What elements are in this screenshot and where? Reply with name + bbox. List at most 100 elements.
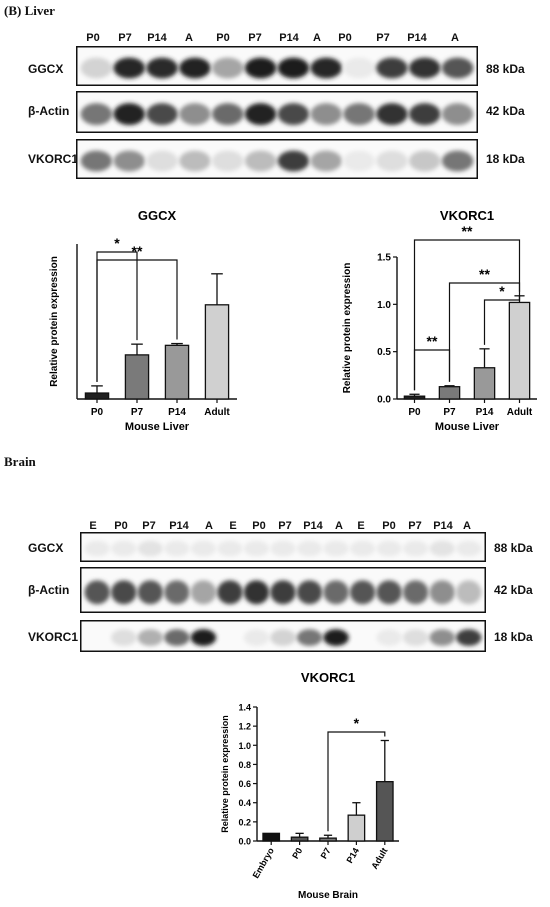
blot-band bbox=[270, 540, 296, 557]
blot-band bbox=[296, 629, 323, 646]
chart-ggcx-liver: GGCX Relative protein expression P0 P7 P14 Ad… bbox=[49, 208, 237, 433]
brain-lane-label: P14 bbox=[433, 520, 453, 532]
blot-band bbox=[343, 103, 375, 126]
blot-band bbox=[137, 629, 164, 646]
brain-lane-label: P7 bbox=[278, 520, 292, 532]
bar bbox=[375, 781, 394, 842]
chart-title: VKORC1 bbox=[440, 208, 494, 223]
x-tick-label: P0 bbox=[290, 846, 304, 861]
blot-band bbox=[455, 540, 482, 557]
liver-row-label-vkorc1: VKORC1 bbox=[28, 152, 79, 166]
x-tick-label: P0 bbox=[91, 407, 104, 418]
blot-band bbox=[270, 580, 296, 605]
brain-lane-label: A bbox=[463, 520, 471, 532]
blot-band bbox=[376, 629, 402, 646]
significance-label: * bbox=[114, 235, 120, 251]
blot-band bbox=[376, 57, 408, 79]
blot-band bbox=[277, 57, 310, 79]
y-tick-label: 0.0 bbox=[238, 837, 251, 847]
blot-band bbox=[113, 103, 146, 126]
blot-band bbox=[441, 150, 474, 172]
blot-band bbox=[455, 580, 482, 605]
blot-band bbox=[84, 580, 111, 605]
x-tick-label: Adult bbox=[507, 407, 533, 418]
brain-lane-label: E bbox=[229, 520, 237, 532]
blot-band bbox=[243, 580, 270, 605]
blot-band bbox=[111, 629, 137, 646]
blot-band bbox=[402, 540, 429, 557]
brain-lane-label: P7 bbox=[142, 520, 156, 532]
brain-blot-actin bbox=[80, 567, 486, 613]
blot-band bbox=[408, 57, 441, 79]
blot-band bbox=[310, 57, 343, 79]
blot-band bbox=[310, 150, 343, 172]
panel-title-brain: Brain bbox=[4, 454, 36, 469]
blot-band bbox=[270, 629, 296, 646]
x-axis-label: Mouse Liver bbox=[435, 421, 500, 433]
liver-lane-label: P14 bbox=[147, 32, 167, 44]
blot-band bbox=[296, 580, 323, 605]
brain-lane-label: P0 bbox=[114, 520, 128, 532]
y-axis-label: Relative protein expression bbox=[220, 715, 230, 833]
brain-lane-label: E bbox=[89, 520, 97, 532]
brain-size-18: 18 kDa bbox=[494, 630, 533, 644]
blot-band bbox=[84, 540, 111, 557]
blot-band bbox=[80, 57, 113, 79]
bar bbox=[164, 344, 190, 400]
panel-title-liver: (B) Liver bbox=[4, 3, 55, 18]
blot-band bbox=[146, 57, 178, 79]
liver-lane-label: P14 bbox=[407, 32, 427, 44]
y-tick-label: 1.0 bbox=[377, 300, 391, 311]
bar bbox=[262, 832, 281, 842]
blot-band bbox=[111, 540, 137, 557]
blot-band bbox=[343, 150, 375, 172]
bar bbox=[473, 367, 496, 400]
liver-lane-label: P0 bbox=[338, 32, 352, 44]
liver-blot-vkorc1 bbox=[76, 139, 478, 179]
blot-band bbox=[376, 580, 402, 605]
blot-band bbox=[113, 57, 146, 79]
blot-band bbox=[402, 580, 429, 605]
significance-bracket bbox=[483, 291, 521, 345]
significance-label: ** bbox=[479, 266, 490, 282]
blot-band bbox=[349, 580, 376, 605]
blot-band bbox=[244, 103, 277, 126]
blot-band bbox=[376, 540, 402, 557]
y-tick-label: 0.0 bbox=[377, 395, 391, 406]
blot-band bbox=[137, 580, 164, 605]
blot-band bbox=[310, 103, 343, 126]
blot-band bbox=[244, 150, 277, 172]
brain-blot-vkorc1 bbox=[80, 620, 486, 652]
y-tick-label: 1.4 bbox=[238, 703, 251, 713]
brain-lane-label: A bbox=[205, 520, 213, 532]
blot-band bbox=[277, 150, 310, 172]
blot-band bbox=[211, 57, 244, 79]
blot-band bbox=[146, 103, 178, 126]
blot-band bbox=[190, 540, 217, 557]
blot-band bbox=[349, 540, 376, 557]
x-tick-label: Adult bbox=[204, 407, 230, 418]
x-tick-label: Embryo bbox=[251, 846, 277, 880]
brain-lane-label: P0 bbox=[252, 520, 266, 532]
liver-lane-label: P7 bbox=[376, 32, 390, 44]
liver-size-88: 88 kDa bbox=[486, 62, 525, 76]
chart-vkorc1-liver: VKORC1 0.0 0.5 1.0 1.5 Relative protein expre… bbox=[342, 208, 537, 433]
liver-blot-actin bbox=[76, 91, 478, 133]
blot-band bbox=[343, 57, 375, 79]
liver-size-18: 18 kDa bbox=[486, 152, 525, 166]
blot-band bbox=[211, 103, 244, 126]
bar bbox=[347, 814, 366, 842]
bar bbox=[319, 837, 337, 842]
significance-label: * bbox=[354, 715, 360, 731]
brain-lane-label: P0 bbox=[382, 520, 396, 532]
brain-lane-label: P7 bbox=[408, 520, 422, 532]
blot-band bbox=[179, 103, 211, 126]
chart-title: GGCX bbox=[138, 208, 177, 223]
y-tick-label: 1.2 bbox=[238, 722, 251, 732]
y-tick-label: 0.4 bbox=[238, 798, 251, 808]
blot-band bbox=[179, 57, 211, 79]
blot-band bbox=[111, 580, 137, 605]
y-tick-label: 0.6 bbox=[238, 779, 251, 789]
x-tick-label: P7 bbox=[131, 407, 144, 418]
brain-blot-ggcx bbox=[80, 532, 486, 562]
